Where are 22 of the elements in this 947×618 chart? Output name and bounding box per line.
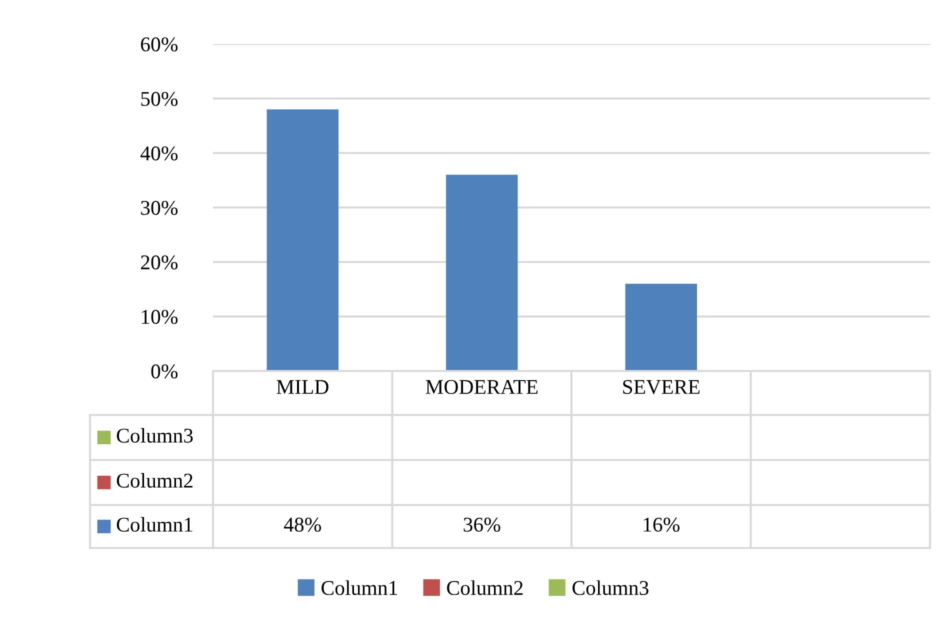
x-tick-label: MODERATE bbox=[426, 380, 538, 394]
text: Column3 bbox=[572, 580, 648, 596]
bar bbox=[625, 284, 697, 371]
bar bbox=[446, 174, 518, 371]
y-tick-label: 40% bbox=[140, 146, 178, 160]
x-tick-label: MILD bbox=[276, 380, 328, 394]
y-tick-label: 30% bbox=[141, 200, 178, 215]
text: Column1 bbox=[322, 580, 398, 596]
legend-label: Column1 bbox=[116, 517, 192, 532]
x-tick-label: SEVERE bbox=[623, 380, 700, 394]
y-tick-label: 60% bbox=[140, 37, 178, 52]
y-tick-label: 0% bbox=[151, 364, 178, 378]
legend-label: Column3 bbox=[116, 428, 193, 443]
legend-label: Column2 bbox=[116, 473, 192, 488]
bar bbox=[266, 109, 338, 371]
y-tick-label: 50% bbox=[141, 92, 178, 106]
data-label: 16% bbox=[644, 518, 680, 532]
y-tick-label: 20% bbox=[141, 255, 178, 270]
y-tick-label: 10% bbox=[142, 310, 178, 324]
data-label: 36% bbox=[464, 518, 500, 532]
text: Column2 bbox=[447, 580, 523, 596]
data-label: 48% bbox=[284, 518, 322, 532]
